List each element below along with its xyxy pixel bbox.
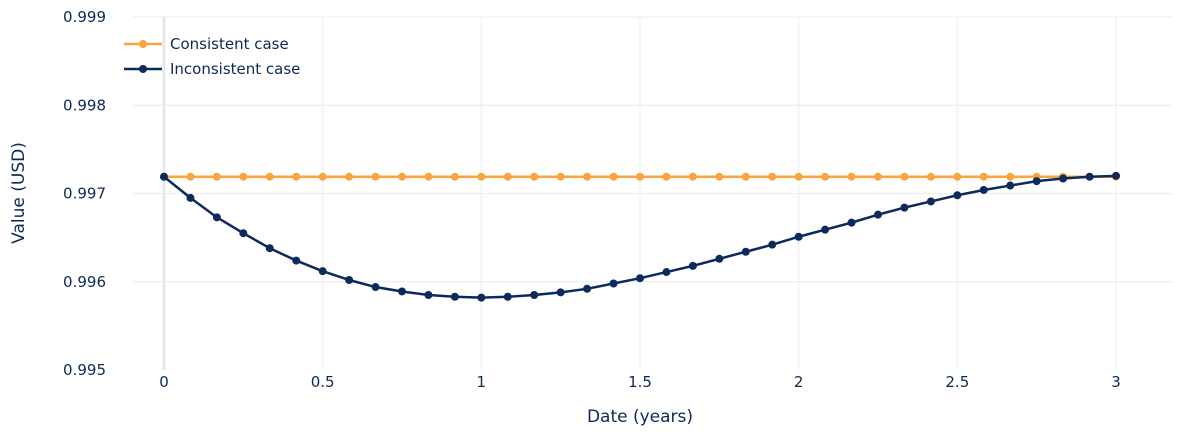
y-tick-label: 0.999 bbox=[63, 8, 106, 26]
data-point bbox=[715, 172, 724, 181]
data-point bbox=[609, 172, 618, 181]
x-tick-label: 2 bbox=[794, 373, 804, 391]
grid bbox=[133, 16, 1172, 370]
data-point bbox=[636, 274, 644, 283]
data-point bbox=[345, 275, 354, 284]
data-point bbox=[688, 172, 697, 181]
data-point bbox=[1006, 181, 1015, 190]
y-tick-label: 0.995 bbox=[63, 361, 106, 379]
y-axis-title: Value (USD) bbox=[9, 142, 29, 244]
data-point bbox=[979, 172, 988, 181]
y-tick-label: 0.998 bbox=[63, 96, 106, 114]
y-tick-label: 0.997 bbox=[63, 185, 106, 203]
y-tick-label: 0.996 bbox=[63, 273, 106, 291]
x-tick-label: 3 bbox=[1111, 373, 1121, 391]
data-point bbox=[556, 172, 565, 181]
data-point bbox=[1085, 172, 1094, 181]
data-point bbox=[556, 288, 565, 297]
data-point bbox=[477, 172, 486, 181]
data-point bbox=[450, 172, 459, 181]
x-tick-label: 0 bbox=[159, 373, 169, 391]
legend-item[interactable]: Consistent case bbox=[124, 35, 289, 53]
data-point bbox=[530, 172, 539, 181]
data-point bbox=[926, 197, 935, 206]
legend-label: Consistent case bbox=[170, 35, 289, 53]
data-point bbox=[715, 254, 724, 263]
data-point bbox=[371, 172, 380, 181]
data-point bbox=[450, 292, 459, 301]
data-point bbox=[979, 185, 988, 194]
data-point bbox=[662, 268, 671, 277]
series-layer bbox=[160, 171, 1120, 302]
data-point bbox=[477, 293, 486, 302]
data-point bbox=[318, 172, 327, 181]
data-point bbox=[345, 172, 354, 181]
x-tick-label: 0.5 bbox=[311, 373, 335, 391]
data-point bbox=[953, 191, 962, 200]
data-point bbox=[847, 172, 856, 181]
x-tick-label: 2.5 bbox=[945, 373, 969, 391]
data-point bbox=[186, 172, 195, 181]
series-1 bbox=[160, 171, 1120, 302]
data-point bbox=[688, 261, 697, 270]
x-axis-title: Date (years) bbox=[587, 407, 693, 427]
data-point bbox=[794, 232, 803, 241]
legend: Consistent case Inconsistent case bbox=[124, 35, 300, 78]
series-0 bbox=[160, 172, 1120, 181]
data-point bbox=[265, 244, 274, 253]
data-point bbox=[398, 287, 406, 296]
data-point bbox=[900, 172, 909, 181]
data-point bbox=[953, 172, 962, 181]
data-point bbox=[186, 193, 195, 202]
data-point bbox=[768, 172, 777, 181]
data-point bbox=[821, 172, 830, 181]
data-point bbox=[424, 172, 433, 181]
data-point bbox=[609, 279, 618, 288]
data-point bbox=[424, 290, 433, 299]
data-point bbox=[398, 172, 406, 181]
data-point bbox=[926, 172, 935, 181]
x-tick-label: 1.5 bbox=[628, 373, 652, 391]
data-point bbox=[741, 247, 750, 256]
data-point bbox=[741, 172, 750, 181]
data-point bbox=[239, 229, 248, 238]
data-point bbox=[160, 172, 168, 181]
data-point bbox=[530, 290, 539, 299]
tick-labels: 0.995 0.996 0.997 0.998 0.999 0 0.5 1 1.5 2 2.5 3 bbox=[63, 8, 1121, 391]
data-point bbox=[1112, 171, 1120, 180]
data-point bbox=[874, 210, 882, 219]
data-point bbox=[318, 267, 327, 276]
data-point bbox=[292, 256, 301, 265]
data-point bbox=[503, 292, 512, 301]
data-point bbox=[583, 284, 592, 293]
data-point bbox=[239, 172, 248, 181]
data-point bbox=[583, 172, 592, 181]
data-point bbox=[1059, 174, 1068, 183]
x-tick-label: 1 bbox=[477, 373, 487, 391]
data-point bbox=[292, 172, 301, 181]
data-point bbox=[847, 218, 856, 227]
data-point bbox=[900, 203, 909, 212]
data-point bbox=[662, 172, 671, 181]
data-point bbox=[1032, 177, 1041, 186]
data-point bbox=[1006, 172, 1015, 181]
legend-swatch-marker bbox=[139, 40, 147, 48]
data-point bbox=[503, 172, 512, 181]
data-point bbox=[636, 172, 644, 181]
data-point bbox=[874, 172, 882, 181]
data-point bbox=[212, 172, 221, 181]
data-point bbox=[794, 172, 803, 181]
data-point bbox=[821, 225, 830, 234]
data-point bbox=[212, 213, 221, 222]
legend-swatch-marker bbox=[139, 65, 147, 73]
data-point bbox=[265, 172, 274, 181]
legend-label: Inconsistent case bbox=[170, 60, 300, 78]
data-point bbox=[768, 240, 777, 249]
legend-item[interactable]: Inconsistent case bbox=[124, 60, 300, 78]
data-point bbox=[371, 283, 380, 292]
